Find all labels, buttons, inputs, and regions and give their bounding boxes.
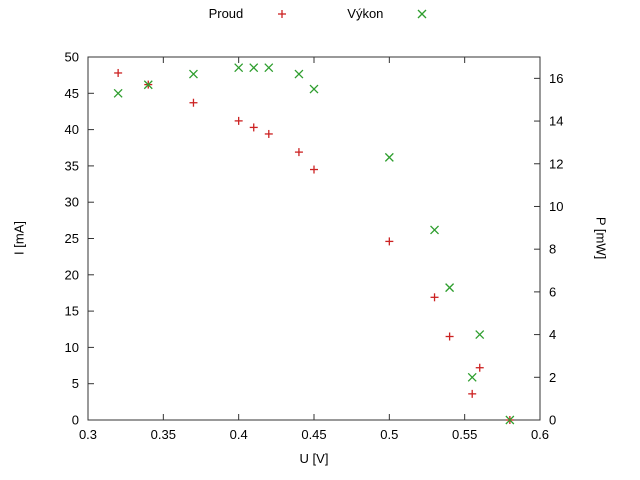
x-axis-label: U [V] (299, 451, 329, 466)
svg-text:25: 25 (65, 231, 79, 246)
svg-text:10: 10 (65, 340, 79, 355)
y-axis-label: I [mA] (11, 221, 27, 255)
svg-text:15: 15 (65, 304, 79, 319)
svg-text:16: 16 (549, 71, 563, 86)
legend-entry-proud: Proud (209, 6, 292, 21)
svg-text:6: 6 (549, 284, 556, 299)
plus-marker-icon (278, 9, 287, 18)
svg-text:8: 8 (549, 242, 556, 257)
legend: Proud Výkon (0, 6, 640, 21)
legend-label-proud: Proud (208, 6, 244, 21)
svg-text:20: 20 (65, 267, 79, 282)
svg-text:30: 30 (65, 195, 79, 210)
svg-text:14: 14 (549, 114, 563, 129)
svg-text:0.35: 0.35 (151, 427, 176, 442)
svg-text:0.45: 0.45 (301, 427, 326, 442)
cross-marker-icon (417, 9, 427, 18)
svg-text:35: 35 (65, 158, 79, 173)
svg-text:0.6: 0.6 (531, 427, 549, 442)
svg-text:2: 2 (549, 370, 556, 385)
legend-label-vykon: Výkon (347, 6, 384, 21)
svg-text:0.3: 0.3 (79, 427, 97, 442)
svg-text:0.55: 0.55 (452, 427, 477, 442)
svg-text:0.5: 0.5 (380, 427, 398, 442)
svg-text:0: 0 (549, 413, 556, 428)
svg-text:0.4: 0.4 (230, 427, 248, 442)
svg-text:12: 12 (549, 156, 563, 171)
legend-entry-vykon: Výkon (347, 6, 431, 21)
svg-text:5: 5 (72, 376, 79, 391)
svg-text:4: 4 (549, 327, 556, 342)
svg-text:50: 50 (65, 50, 79, 65)
svg-text:10: 10 (549, 199, 563, 214)
svg-text:45: 45 (65, 86, 79, 101)
svg-text:40: 40 (65, 122, 79, 137)
y2-axis-label: P [mW] (593, 216, 609, 260)
svg-text:0: 0 (72, 413, 79, 428)
